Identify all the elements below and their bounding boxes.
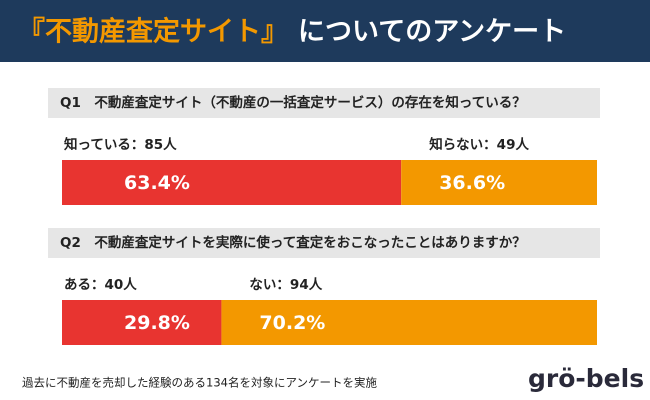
- question-box: [48, 228, 600, 258]
- title-highlight: 『不動産査定サイト』: [18, 16, 288, 48]
- bar-segment: [62, 160, 402, 205]
- series-label: 知っている：85人: [64, 136, 177, 153]
- title-rest: についてのアンケート: [298, 17, 566, 48]
- series-label: 知らない：49人: [429, 136, 529, 153]
- value-label: 29.8%: [124, 312, 190, 334]
- value-label: 63.4%: [124, 172, 190, 194]
- bar-segment: [221, 300, 597, 345]
- series-label: ない：94人: [249, 277, 322, 293]
- question: Q2 不動産査定サイトを実際に使って査定をおこなったことはありますか？: [60, 234, 526, 251]
- series-label: ある：40人: [64, 277, 137, 293]
- value-label: 70.2%: [259, 312, 325, 334]
- bar-segment: [401, 160, 597, 205]
- question-box: [48, 88, 600, 118]
- bar-segment: [62, 300, 222, 345]
- logo: grö-bels: [528, 364, 644, 393]
- value-label: 36.6%: [439, 172, 505, 194]
- footer-note: 過去に不動産を売却した経験のある134名を対象にアンケートを実施: [22, 376, 377, 390]
- question: Q1 不動産査定サイト（不動産の一括査定サービス）の存在を知っている？: [60, 94, 526, 111]
- title-banner: [0, 0, 650, 62]
